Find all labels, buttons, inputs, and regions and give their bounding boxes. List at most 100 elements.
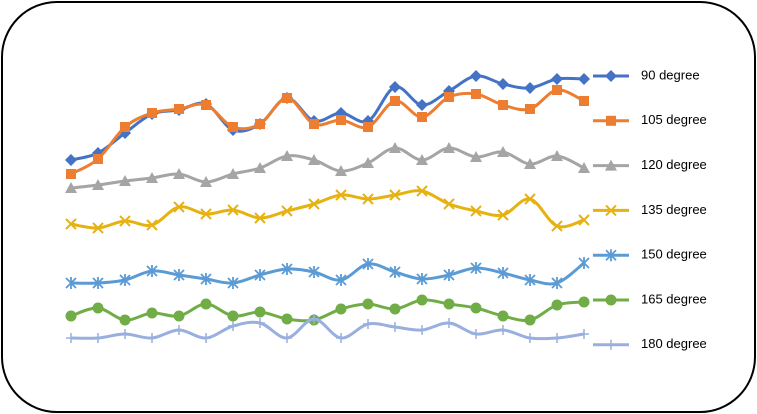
legend-label: 135 degree bbox=[641, 202, 707, 217]
legend-marker bbox=[605, 159, 617, 171]
data-point bbox=[281, 263, 293, 275]
data-point bbox=[362, 258, 374, 270]
data-point bbox=[119, 215, 131, 227]
data-point bbox=[551, 220, 563, 232]
series-line bbox=[70, 261, 585, 286]
data-point bbox=[227, 277, 239, 289]
data-point bbox=[119, 175, 131, 186]
legend-label: 165 degree bbox=[641, 291, 707, 306]
data-point bbox=[66, 169, 76, 179]
data-point bbox=[497, 146, 509, 157]
data-point bbox=[497, 78, 509, 90]
data-point bbox=[147, 108, 157, 118]
data-point bbox=[335, 189, 347, 201]
data-point bbox=[173, 269, 185, 281]
data-point bbox=[309, 119, 319, 129]
data-point bbox=[390, 96, 400, 106]
data-point bbox=[336, 115, 346, 125]
data-point bbox=[471, 89, 481, 99]
data-point bbox=[282, 93, 292, 103]
data-point bbox=[470, 70, 482, 82]
data-point bbox=[174, 104, 184, 114]
data-point bbox=[254, 212, 266, 224]
data-point bbox=[92, 222, 104, 234]
data-point bbox=[579, 96, 589, 106]
data-point bbox=[120, 329, 130, 339]
data-point bbox=[470, 262, 482, 274]
data-point bbox=[201, 333, 211, 343]
data-point bbox=[173, 201, 185, 213]
data-point bbox=[308, 266, 320, 278]
data-point bbox=[443, 198, 455, 210]
data-point bbox=[444, 92, 454, 102]
data-point bbox=[524, 158, 536, 169]
data-point bbox=[281, 313, 293, 325]
data-point bbox=[578, 257, 590, 269]
data-point bbox=[255, 318, 265, 328]
data-point bbox=[255, 119, 265, 129]
data-point bbox=[552, 333, 562, 343]
data-point bbox=[389, 266, 401, 278]
data-point bbox=[551, 73, 563, 85]
data-point bbox=[92, 179, 104, 190]
data-point bbox=[336, 333, 346, 343]
data-point bbox=[471, 329, 481, 339]
data-point bbox=[362, 298, 374, 310]
data-point bbox=[578, 296, 590, 308]
data-point bbox=[227, 310, 239, 322]
data-point bbox=[335, 274, 347, 286]
data-point bbox=[416, 185, 428, 197]
data-point bbox=[93, 333, 103, 343]
data-point bbox=[66, 333, 76, 343]
data-point bbox=[416, 273, 428, 285]
data-point bbox=[443, 269, 455, 281]
data-point bbox=[119, 314, 131, 326]
data-point bbox=[497, 209, 509, 221]
data-point bbox=[389, 81, 401, 93]
data-point bbox=[309, 314, 319, 324]
data-point bbox=[525, 333, 535, 343]
legend-label: 90 degree bbox=[641, 67, 700, 82]
data-point bbox=[416, 99, 428, 111]
legend-marker bbox=[605, 249, 617, 262]
data-point bbox=[281, 150, 293, 161]
data-point bbox=[470, 205, 482, 217]
data-point bbox=[498, 325, 508, 335]
data-point bbox=[525, 104, 535, 114]
data-point bbox=[551, 150, 563, 161]
data-point bbox=[524, 193, 536, 205]
legend-marker bbox=[606, 339, 616, 350]
data-point bbox=[93, 154, 103, 164]
data-point bbox=[92, 277, 104, 289]
data-point bbox=[390, 322, 400, 332]
data-point bbox=[470, 302, 482, 314]
data-point bbox=[146, 265, 158, 277]
data-point bbox=[254, 306, 266, 318]
legend-marker bbox=[605, 204, 617, 217]
data-point bbox=[200, 176, 212, 187]
data-point bbox=[551, 299, 563, 311]
data-point bbox=[227, 204, 239, 216]
data-point bbox=[173, 310, 185, 322]
data-point bbox=[578, 162, 590, 173]
data-point bbox=[524, 274, 536, 286]
data-point bbox=[335, 165, 347, 176]
data-point bbox=[552, 85, 562, 95]
data-point bbox=[200, 298, 212, 310]
data-point bbox=[578, 214, 590, 226]
data-point bbox=[65, 182, 77, 193]
data-point bbox=[119, 274, 131, 286]
data-point bbox=[282, 333, 292, 343]
legend-marker bbox=[606, 115, 616, 126]
data-point bbox=[147, 333, 157, 343]
legend-marker bbox=[605, 70, 617, 82]
data-point bbox=[363, 122, 373, 132]
data-point bbox=[497, 267, 509, 279]
data-point bbox=[551, 277, 563, 289]
data-point bbox=[444, 318, 454, 328]
legend-marker bbox=[605, 294, 617, 306]
data-point bbox=[146, 307, 158, 319]
data-point bbox=[363, 319, 373, 329]
data-point bbox=[146, 172, 158, 183]
